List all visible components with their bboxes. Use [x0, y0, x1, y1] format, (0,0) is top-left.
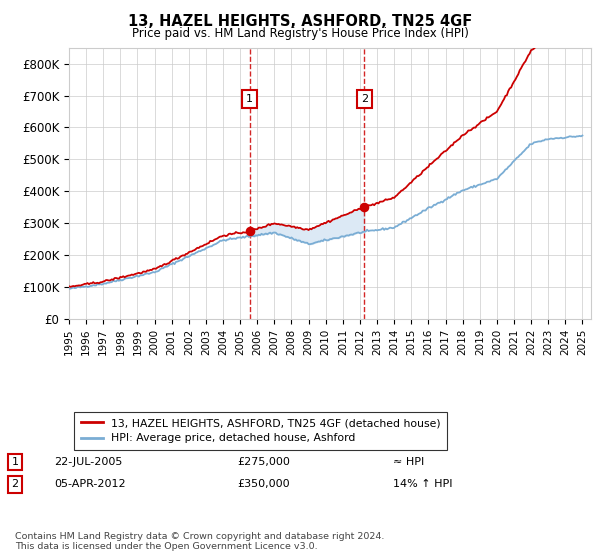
Point	[245, 227, 254, 236]
Text: 05-APR-2012: 05-APR-2012	[54, 479, 125, 489]
Text: £275,000: £275,000	[237, 457, 290, 467]
Text: Contains HM Land Registry data © Crown copyright and database right 2024.
This d: Contains HM Land Registry data © Crown c…	[15, 532, 385, 552]
Point	[359, 203, 369, 212]
Text: 2: 2	[361, 94, 368, 104]
Text: £350,000: £350,000	[237, 479, 290, 489]
Text: 22-JUL-2005: 22-JUL-2005	[54, 457, 122, 467]
Text: 13, HAZEL HEIGHTS, ASHFORD, TN25 4GF: 13, HAZEL HEIGHTS, ASHFORD, TN25 4GF	[128, 14, 472, 29]
Text: ≈ HPI: ≈ HPI	[393, 457, 424, 467]
Text: 2: 2	[11, 479, 19, 489]
Legend: 13, HAZEL HEIGHTS, ASHFORD, TN25 4GF (detached house), HPI: Average price, detac: 13, HAZEL HEIGHTS, ASHFORD, TN25 4GF (de…	[74, 412, 448, 450]
Text: Price paid vs. HM Land Registry's House Price Index (HPI): Price paid vs. HM Land Registry's House …	[131, 27, 469, 40]
Text: 14% ↑ HPI: 14% ↑ HPI	[393, 479, 452, 489]
Text: 1: 1	[246, 94, 253, 104]
Text: 1: 1	[11, 457, 19, 467]
